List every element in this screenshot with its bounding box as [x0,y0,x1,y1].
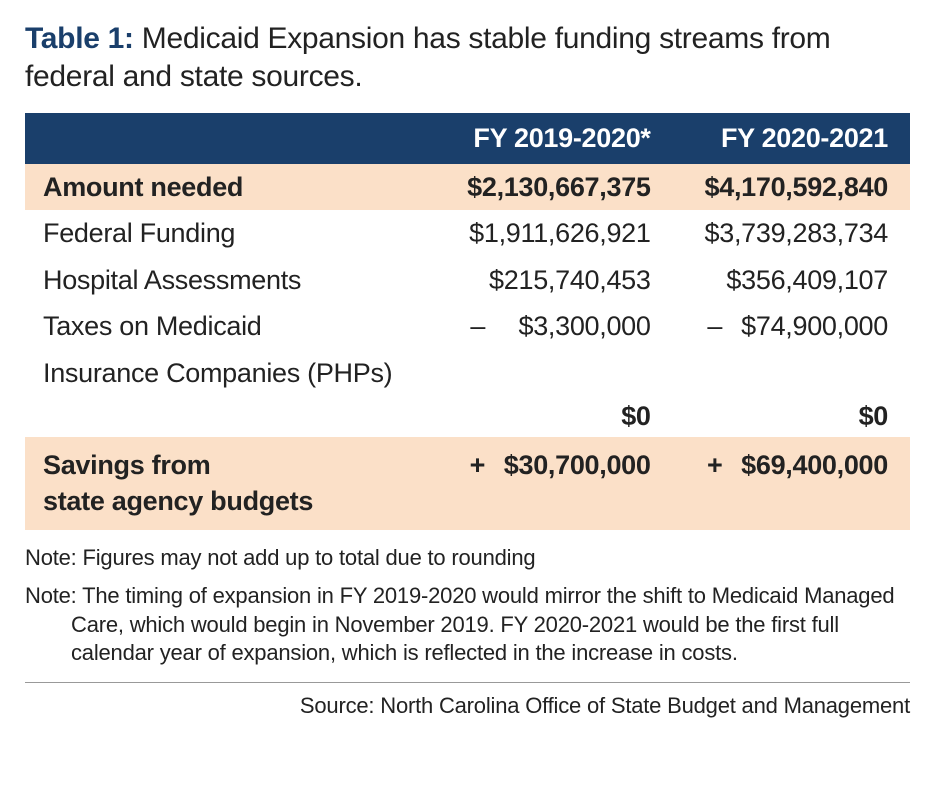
col-fy2: FY 2020-2021 [673,113,910,164]
cell-fy1: $2,130,667,375 [435,164,672,210]
source-line: Source: North Carolina Office of State B… [25,693,910,719]
col-fy1: FY 2019-2020* [435,113,672,164]
row-savings: Savings fromstate agency budgets + $30,7… [25,437,910,530]
cell-fy1: – $3,300,000 [435,303,672,349]
funding-table: FY 2019-2020* FY 2020-2021 Amount needed… [25,113,910,530]
cell-label: Savings fromstate agency budgets [25,437,435,530]
cell-label: Taxes on Medicaid [25,303,435,349]
plus-sign: + [465,447,489,483]
cell-label: Hospital Assessments [25,257,435,303]
cell-label: Federal Funding [25,210,435,256]
cell-label: Insurance Companies (PHPs) [25,350,435,396]
cell-label: Amount needed [25,164,435,210]
cell-label [25,396,435,436]
cell-fy2: $356,409,107 [673,257,910,303]
row-zero: $0 $0 [25,396,910,436]
notes-block: Note: Figures may not add up to total du… [25,544,910,668]
minus-sign: – [703,308,727,344]
row-taxes-medicaid: Taxes on Medicaid – $3,300,000 – $74,900… [25,303,910,349]
header-row: FY 2019-2020* FY 2020-2021 [25,113,910,164]
col-blank [25,113,435,164]
table-caption: Medicaid Expansion has stable funding st… [25,22,831,93]
cell-fy2: + $69,400,000 [673,437,910,530]
cell-fy1: $1,911,626,921 [435,210,672,256]
cell-value: $74,900,000 [741,311,888,341]
cell-value: $69,400,000 [741,450,888,480]
cell-fy1: + $30,700,000 [435,437,672,530]
table-title: Table 1: Medicaid Expansion has stable f… [25,20,910,95]
cell-value: $3,300,000 [518,311,650,341]
cell-fy2: $0 [673,396,910,436]
row-hospital-assessments: Hospital Assessments $215,740,453 $356,4… [25,257,910,303]
cell-fy1 [435,350,672,396]
cell-fy2: $3,739,283,734 [673,210,910,256]
table-label: Table 1: [25,22,134,55]
plus-sign: + [703,447,727,483]
minus-sign: – [466,308,490,344]
cell-value: $30,700,000 [504,450,651,480]
cell-fy1: $215,740,453 [435,257,672,303]
row-federal-funding: Federal Funding $1,911,626,921 $3,739,28… [25,210,910,256]
note-timing: Note: The timing of expansion in FY 2019… [25,582,910,668]
cell-fy2: – $74,900,000 [673,303,910,349]
source-divider [25,682,910,683]
row-amount-needed: Amount needed $2,130,667,375 $4,170,592,… [25,164,910,210]
cell-fy2 [673,350,910,396]
note-rounding: Note: Figures may not add up to total du… [25,544,910,573]
cell-fy1: $0 [435,396,672,436]
row-insurance-companies: Insurance Companies (PHPs) [25,350,910,396]
cell-fy2: $4,170,592,840 [673,164,910,210]
